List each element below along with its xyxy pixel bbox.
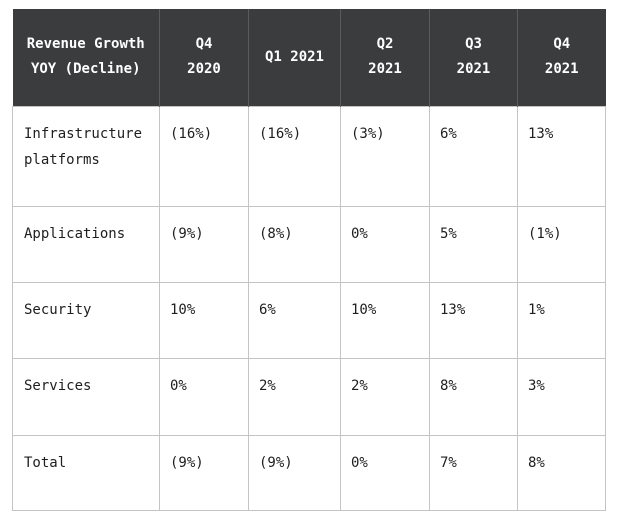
table-cell: 6% <box>429 105 518 207</box>
table-row-total: Total (9%) (9%) 0% 7% 8% <box>12 434 606 511</box>
table-cell: 3% <box>517 357 606 436</box>
header-period-line1: Q2 <box>376 36 394 53</box>
table-header: Revenue Growth YOY (Decline) Q4 2020 Q1 … <box>12 9 606 106</box>
table-cell: 10% <box>159 281 249 359</box>
table-cell: (9%) <box>159 434 249 511</box>
header-period-line2: 2021 <box>544 61 579 78</box>
table-cell: 5% <box>429 205 518 283</box>
header-period-q2-2021: Q2 2021 <box>340 9 430 106</box>
row-label-line1: Infrastructure <box>24 125 143 142</box>
header-period-q4-2020: Q4 2020 <box>159 9 249 106</box>
table-row-security: Security 10% 6% 10% 13% 1% <box>12 281 606 359</box>
table-cell: (16%) <box>159 105 249 207</box>
table-cell: 8% <box>517 434 606 511</box>
header-period-line2: 2020 <box>187 61 221 78</box>
table-cell: 1% <box>517 281 606 359</box>
row-label-line2: platforms <box>24 151 100 168</box>
table-cell: 8% <box>429 357 518 436</box>
header-period-q3-2021: Q3 2021 <box>429 9 518 106</box>
header-period-q4-2021: Q4 2021 <box>517 9 606 106</box>
table-cell: 0% <box>340 434 430 511</box>
table-row-infrastructure-platforms: Infrastructure platforms (16%) (16%) (3%… <box>12 105 606 207</box>
header-metric: Revenue Growth YOY (Decline) <box>12 9 160 106</box>
table-cell: 10% <box>340 281 430 359</box>
table-cell: (3%) <box>340 105 430 207</box>
table-cell: 2% <box>248 357 341 436</box>
row-label-cell: Security <box>12 281 160 359</box>
header-period-line1: Q4 <box>553 36 571 53</box>
row-label-cell: Infrastructure platforms <box>12 105 160 207</box>
table-cell: (9%) <box>248 434 341 511</box>
table-cell: 0% <box>340 205 430 283</box>
table-cell: 6% <box>248 281 341 359</box>
header-period-line2: 2021 <box>456 61 491 78</box>
row-label-cell: Services <box>12 357 160 436</box>
table-body: Infrastructure platforms (16%) (16%) (3%… <box>12 105 606 511</box>
row-label-cell: Total <box>12 434 160 511</box>
header-period-line2: 2021 <box>368 61 402 78</box>
table-cell: (1%) <box>517 205 606 283</box>
table-cell: (8%) <box>248 205 341 283</box>
header-period-line1: Q1 2021 <box>264 48 324 65</box>
header-period-line1: Q4 <box>195 36 213 53</box>
header-period-q1-2021: Q1 2021 <box>248 9 341 106</box>
header-row: Revenue Growth YOY (Decline) Q4 2020 Q1 … <box>12 9 606 106</box>
table-cell: 2% <box>340 357 430 436</box>
table-cell: 0% <box>159 357 249 436</box>
row-label-cell: Applications <box>12 205 160 283</box>
table-cell: 7% <box>429 434 518 511</box>
table-row-services: Services 0% 2% 2% 8% 3% <box>12 357 606 436</box>
revenue-growth-table: Revenue Growth YOY (Decline) Q4 2020 Q1 … <box>12 9 606 511</box>
table-cell: (16%) <box>248 105 341 207</box>
table-row-applications: Applications (9%) (8%) 0% 5% (1%) <box>12 205 606 283</box>
table-cell: 13% <box>517 105 606 207</box>
table-cell: 13% <box>429 281 518 359</box>
header-metric-line1: Revenue Growth <box>26 36 145 53</box>
header-metric-line2: YOY (Decline) <box>30 61 141 78</box>
table-cell: (9%) <box>159 205 249 283</box>
header-period-line1: Q3 <box>465 36 482 53</box>
